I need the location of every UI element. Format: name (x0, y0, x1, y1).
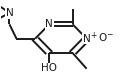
Text: N: N (6, 8, 14, 18)
Text: +: + (90, 31, 97, 40)
Text: HO: HO (41, 63, 57, 73)
Text: N: N (45, 19, 53, 29)
Text: O: O (98, 33, 107, 43)
Text: N: N (83, 34, 90, 44)
Text: −: − (106, 31, 112, 40)
